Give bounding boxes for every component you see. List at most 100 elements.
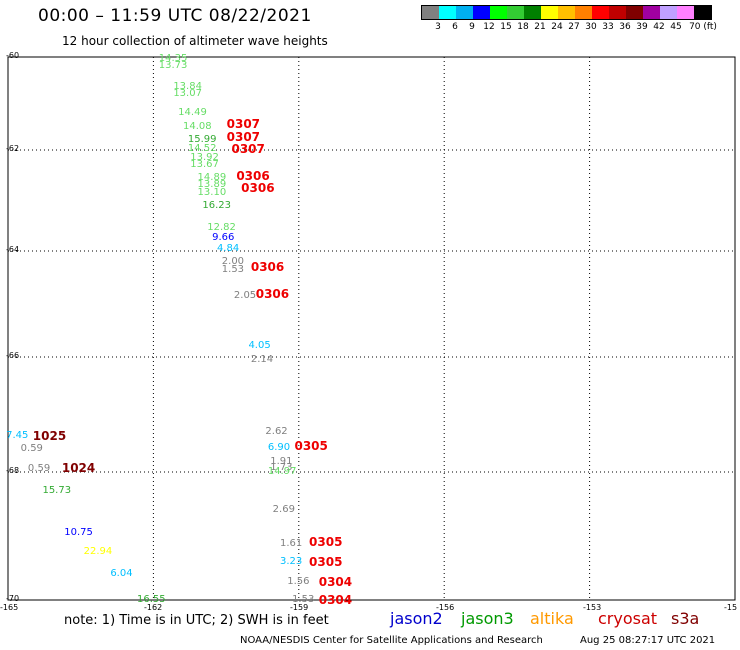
wave-height-value: 12.82 [207, 222, 236, 234]
wave-height-value: 1.53 [221, 263, 245, 275]
color-swatch [677, 6, 694, 19]
observation-time-label: 0306 [250, 259, 285, 274]
color-scale-tick: 15 [500, 22, 512, 32]
latitude-label: -68 [6, 466, 20, 475]
wave-height-value: 2.05 [233, 290, 257, 302]
wave-height-value: 1.91 [270, 456, 293, 468]
color-swatch [609, 6, 626, 19]
observation-time-label: 1024 [61, 460, 96, 475]
credit-line: NOAA/NESDIS Center for Satellite Applica… [240, 635, 543, 646]
longitude-label: -162 [144, 603, 163, 612]
color-scale-tick: 33 [602, 22, 614, 32]
color-scale-tick: 18 [517, 22, 529, 32]
map-title: 00:00 – 11:59 UTC 08/22/2021 [38, 6, 312, 26]
color-swatch [456, 6, 473, 19]
color-swatch [575, 6, 592, 19]
color-scale-tick: 3 [435, 22, 441, 32]
wave-height-value: 16.55 [136, 594, 166, 605]
wave-height-value: 1.61 [279, 537, 303, 549]
wave-height-value: 14.97 [267, 466, 297, 477]
wave-height-value: 0.59 [20, 443, 43, 454]
wave-height-value: 2.14 [250, 353, 274, 365]
wave-height-value: 13.92 [190, 151, 219, 163]
color-scale-tick: 21 [534, 22, 546, 32]
wave-height-value: 6.90 [267, 441, 291, 453]
observation-time-label: 0305 [309, 554, 343, 569]
wave-height-value: 15.73 [42, 485, 72, 497]
color-scale-tick: 70 (ft) [689, 22, 717, 32]
observation-time-label: 0307 [226, 129, 261, 144]
wave-height-value: 14.89 [197, 171, 227, 183]
wave-height-value: 4.84 [216, 243, 240, 255]
wave-height-value: 22.94 [83, 546, 113, 557]
color-scale-tick: 36 [619, 22, 631, 32]
wave-height-value: 15.99 [187, 133, 217, 145]
wave-height-value: 13.10 [197, 186, 227, 198]
wave-height-value: 6.04 [110, 568, 133, 580]
satellite-legend-altika: altika [530, 609, 574, 628]
wave-height-value: 2.69 [272, 504, 295, 516]
color-swatch [592, 6, 609, 19]
color-scale-legend: 3 6 9 12 15 18 21 24 27 30 33 36 39 42 45 70 (ft) [421, 5, 717, 32]
wave-height-value: 1.56 [287, 576, 310, 588]
observation-time-label: 0306 [255, 287, 290, 302]
color-scale-tick: 9 [469, 22, 475, 32]
color-swatch [643, 6, 660, 19]
latitude-label: -66 [6, 351, 20, 360]
wave-height-value: 2.62 [265, 425, 288, 437]
color-swatch [490, 6, 507, 19]
wave-height-value: 10.75 [64, 526, 93, 538]
observation-time-label: 0304 [318, 575, 353, 590]
longitude-label: -156 [436, 603, 455, 612]
wave-height-value: 13.07 [173, 88, 202, 100]
latitude-label: -70 [6, 594, 20, 603]
observation-time-label: 0307 [231, 142, 265, 157]
latitude-label: -64 [6, 245, 20, 254]
wave-height-value: 2.00 [221, 255, 245, 267]
color-scale-tick: 45 [670, 22, 682, 32]
satellite-legend-s3a: s3a [671, 609, 700, 628]
wave-height-value: 13.89 [197, 179, 227, 191]
satellite-legend-jason2: jason2 [390, 609, 443, 628]
observation-time-label: 0305 [309, 535, 343, 550]
wave-height-value: 7.45 [6, 430, 29, 442]
observation-time-label: 0306 [241, 180, 275, 195]
wave-height-value: 14.52 [187, 143, 217, 155]
wave-height-value: 16.23 [202, 199, 232, 211]
color-scale-tick: 39 [636, 22, 648, 32]
color-swatch [558, 6, 575, 19]
longitude-label: -15 [724, 603, 738, 612]
wave-height-value: 13.67 [190, 159, 219, 171]
color-swatch [541, 6, 558, 19]
color-scale-tick: 42 [653, 22, 665, 32]
color-scale-tick: 27 [568, 22, 580, 32]
latitude-label: -62 [6, 144, 20, 153]
color-scale-swatches [421, 5, 712, 20]
wave-height-value: 13.73 [158, 60, 188, 72]
color-swatch [507, 6, 524, 19]
wave-height-value: 3.23 [279, 555, 303, 567]
wave-height-value: 1.53 [292, 594, 315, 605]
observation-time-label: 0307 [226, 117, 261, 132]
color-swatch [694, 6, 711, 19]
satellite-legend-cryosat: cryosat [598, 609, 658, 628]
color-swatch [422, 6, 439, 19]
footer-note: note: 1) Time is in UTC; 2) SWH is in fe… [64, 613, 329, 628]
color-scale-tick: 30 [585, 22, 597, 32]
map-frame [7, 56, 736, 601]
color-swatch [524, 6, 541, 19]
wave-height-value: 14.49 [178, 106, 207, 118]
longitude-label: -153 [583, 603, 602, 612]
color-swatch [439, 6, 456, 19]
wave-height-value: 13.84 [173, 81, 202, 93]
observation-time-label: 0306 [236, 169, 270, 184]
observation-time-label: 1025 [32, 428, 67, 443]
color-scale-tick: 6 [452, 22, 458, 32]
color-swatch [626, 6, 643, 19]
longitude-label: -165 [0, 603, 19, 612]
color-swatch [473, 6, 490, 19]
wave-height-value: 0.59 [27, 463, 51, 475]
wave-height-value: 14.08 [183, 120, 212, 132]
wave-height-value: 4.05 [248, 340, 271, 352]
